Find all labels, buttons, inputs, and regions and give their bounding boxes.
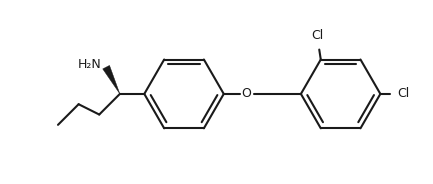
Text: H₂N: H₂N <box>78 58 101 71</box>
Polygon shape <box>103 66 120 94</box>
Text: Cl: Cl <box>312 29 324 42</box>
Text: Cl: Cl <box>397 87 410 100</box>
Text: O: O <box>242 87 252 100</box>
